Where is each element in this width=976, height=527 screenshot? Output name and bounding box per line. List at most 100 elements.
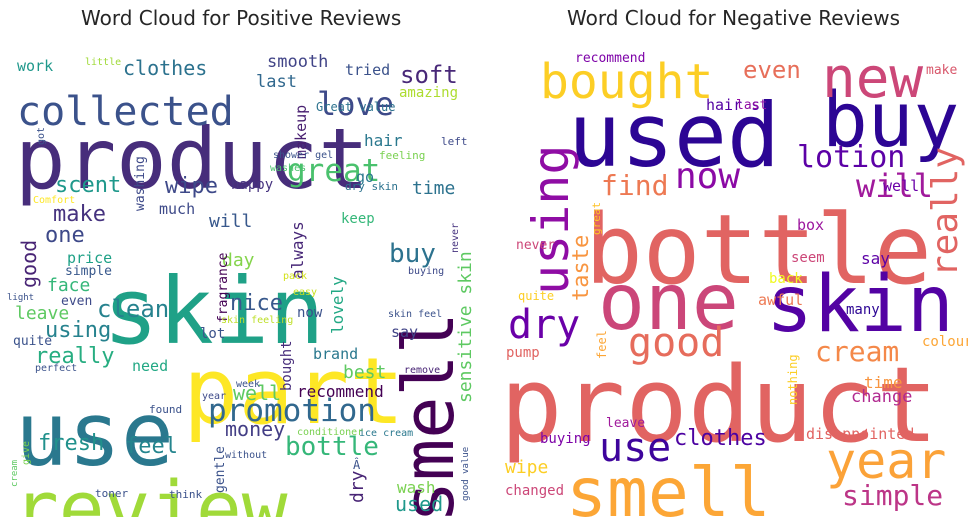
positive-word-work: work xyxy=(17,57,53,75)
negative-word-will: will xyxy=(856,167,933,205)
positive-word-week: week xyxy=(236,379,260,390)
negative-word-now: now xyxy=(675,156,740,197)
negative-word-dry: dry xyxy=(508,302,580,348)
positive-word-nice: nice xyxy=(230,291,283,316)
negative-word-box: box xyxy=(797,216,824,234)
positive-word-dry: dry xyxy=(347,470,368,503)
negative-word-recommend: recommend xyxy=(575,51,645,66)
positive-word-got: got xyxy=(36,127,47,145)
positive-word-buy: buy xyxy=(389,239,436,269)
positive-word-quite: quite xyxy=(13,334,52,349)
negative-word-never: never xyxy=(516,238,555,253)
positive-word-skin-feeling: skin feeling xyxy=(221,315,293,326)
positive-word-one: one xyxy=(45,223,85,248)
positive-word-comfort: Comfort xyxy=(33,195,75,206)
positive-word-hair: hair xyxy=(364,131,403,150)
positive-word-tried: tried xyxy=(345,61,390,79)
negative-word-use: use xyxy=(599,425,671,471)
positive-word-amazing: amazing xyxy=(399,85,458,101)
positive-word-use: use xyxy=(15,383,174,486)
positive-word-face: face xyxy=(47,275,90,296)
negative-word-seem: seem xyxy=(791,250,825,266)
positive-word-conditioner: conditioner xyxy=(297,427,363,438)
negative-word-quite: quite xyxy=(518,289,554,303)
positive-word-money: money xyxy=(225,417,285,441)
negative-word-find: find xyxy=(601,169,668,202)
negative-word-clothes: clothes xyxy=(674,426,767,451)
negative-word-using: using xyxy=(522,144,580,295)
positive-word-now: now xyxy=(297,305,323,321)
positive-word-found: found xyxy=(149,403,182,416)
positive-word-go: go xyxy=(356,168,374,186)
positive-word-fragrance: fragrance xyxy=(216,252,231,323)
negative-word-leave: leave xyxy=(606,416,645,431)
positive-word-easy: easy xyxy=(293,287,317,298)
positive-word-review: review xyxy=(13,464,288,517)
positive-word-make: make xyxy=(53,202,106,227)
negative-word-used: used xyxy=(568,84,780,187)
positive-word-need: need xyxy=(132,357,168,375)
positive-word-good-value: good value xyxy=(461,447,471,501)
positive-word-time: time xyxy=(412,178,455,199)
negative-word-wipe: wipe xyxy=(505,457,548,478)
positive-word-pack: pack xyxy=(283,271,307,282)
positive-word-clothes: clothes xyxy=(123,56,207,80)
positive-word-clean: clean xyxy=(97,295,169,323)
negative-word-buying: buying xyxy=(540,431,591,447)
positive-word-last: last xyxy=(256,72,297,92)
negative-word-changed: changed xyxy=(505,483,564,499)
positive-word-great-value: Great value xyxy=(316,100,395,114)
positive-word-part: part xyxy=(183,338,405,445)
positive-word-toner: toner xyxy=(95,487,128,500)
positive-word-much: much xyxy=(159,200,195,218)
negative-word-year: year xyxy=(826,432,946,490)
positive-word-washes: washes xyxy=(270,163,306,174)
positive-word-wash: wash xyxy=(397,478,436,497)
positive-word-used: used xyxy=(395,492,443,516)
positive-word-glyph: Â xyxy=(353,457,361,472)
positive-word-will: will xyxy=(209,211,252,232)
positive-word-using: using xyxy=(45,318,111,343)
positive-word-skin-feel: skin feel xyxy=(388,309,442,320)
positive-word-scent: scent xyxy=(55,173,121,198)
positive-word-gentle: gentle xyxy=(213,446,228,493)
negative-word-bought: bought xyxy=(540,54,713,110)
positive-word-shower-gel: shower gel xyxy=(273,150,333,161)
negative-word-hair-s: hair s xyxy=(706,96,760,114)
negative-word-time: time xyxy=(864,373,903,392)
negative-word-simple: simple xyxy=(842,479,943,512)
positive-word-dry-skin: dry skin xyxy=(345,180,398,193)
positive-word-think: think xyxy=(169,488,202,501)
positive-word-sensitive-skin: sensitive skin xyxy=(455,251,475,403)
positive-word-great: great xyxy=(287,153,380,189)
positive-word-product: product xyxy=(15,110,369,208)
negative-word-make: make xyxy=(926,63,957,78)
chart-title-positive: Word Cloud for Positive Reviews xyxy=(81,6,402,30)
positive-word-well: well xyxy=(233,381,281,405)
negative-word-cream: cream xyxy=(815,335,899,368)
positive-word-without: without xyxy=(225,450,267,461)
positive-word-day: day xyxy=(222,250,255,271)
positive-word-left: left xyxy=(441,135,468,148)
negative-word-change: change xyxy=(851,387,912,407)
positive-word-bottle: bottle xyxy=(285,432,379,462)
positive-word-little: little xyxy=(85,57,121,68)
positive-word-wipe: wipe xyxy=(165,174,218,199)
negative-word-back: back xyxy=(769,271,803,287)
positive-word-perfect: perfect xyxy=(35,363,77,374)
positive-word-ice-cream: ice cream xyxy=(359,428,413,439)
negative-word-say: say xyxy=(861,249,890,268)
negative-word-new: new xyxy=(822,46,923,111)
positive-word-really: really xyxy=(35,344,114,369)
negative-word-skin: skin xyxy=(766,260,954,350)
positive-word-lot: lot xyxy=(200,326,225,342)
positive-word-promotion: promotion xyxy=(208,393,376,429)
positive-word-leave: leave xyxy=(15,303,69,324)
positive-word-skin: skin xyxy=(103,258,325,365)
positive-word-makeup: makeup xyxy=(292,105,310,159)
positive-word-say: say xyxy=(391,323,418,341)
negative-word-product: product xyxy=(500,344,938,466)
negative-word-disappointed: disappointed xyxy=(806,425,914,443)
positive-word-soft: soft xyxy=(400,61,458,89)
